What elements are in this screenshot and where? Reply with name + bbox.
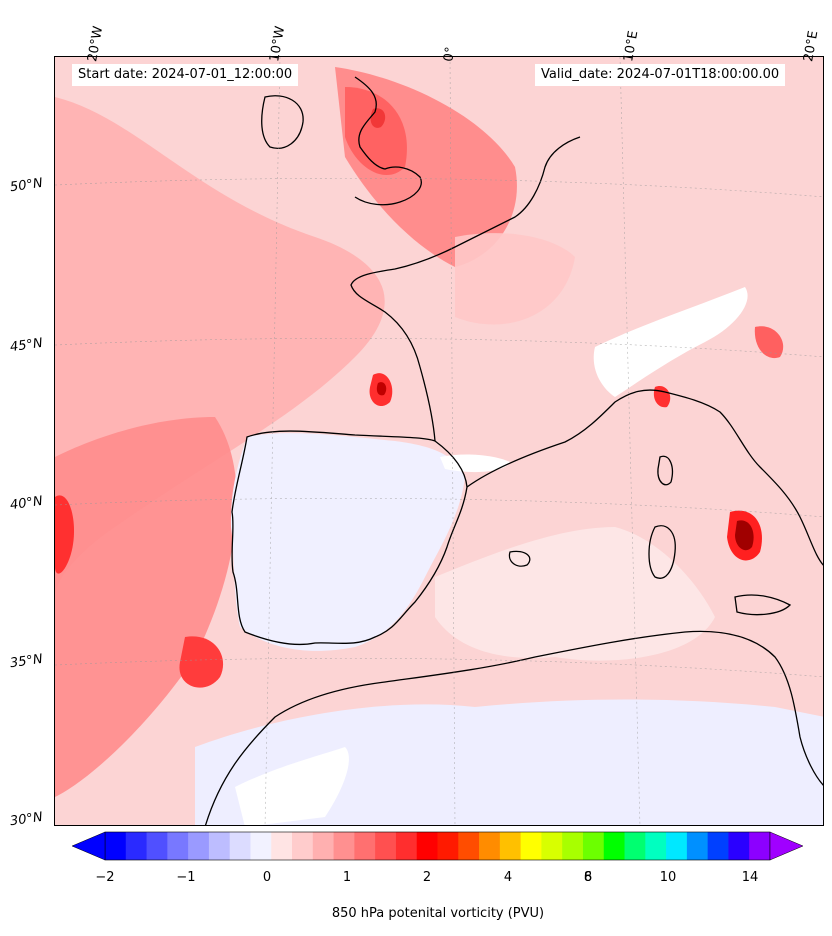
colorbar-segment bbox=[250, 832, 272, 860]
colorbar-segment bbox=[645, 832, 667, 860]
colorbar-segments bbox=[104, 831, 771, 861]
lat-label-35n: 35°N bbox=[9, 651, 44, 672]
coastline-ireland bbox=[261, 95, 304, 149]
coastline-iberia bbox=[231, 430, 468, 646]
iberia-low-pv bbox=[230, 433, 465, 651]
bay-of-biscay-core-center bbox=[376, 382, 387, 396]
graticule-lon-10w bbox=[264, 57, 281, 825]
coastline-uk bbox=[354, 76, 422, 206]
graticule-lon-0 bbox=[449, 57, 456, 825]
coastline-sicily bbox=[734, 594, 792, 616]
coastline-france bbox=[350, 136, 581, 442]
coastline-north-africa bbox=[204, 630, 823, 825]
colorbar-label: 850 hPa potenital vorticity (PVU) bbox=[331, 906, 545, 921]
colorbar-segment bbox=[728, 832, 750, 860]
colorbar-segment bbox=[229, 832, 251, 860]
colorbar-segment bbox=[312, 832, 335, 860]
colorbar-segment bbox=[354, 832, 376, 860]
mediterranean-low-pv bbox=[435, 527, 715, 661]
sahara-low-pv bbox=[195, 699, 823, 825]
colorbar-segment bbox=[125, 832, 148, 860]
graticule-lat-35 bbox=[55, 657, 823, 678]
colorbar-segment bbox=[666, 832, 688, 860]
pv-field-map bbox=[55, 57, 823, 825]
colorbar-segment bbox=[208, 832, 231, 860]
colorbar-segment bbox=[582, 832, 605, 860]
colorbar-segment bbox=[479, 832, 501, 860]
colorbar-segment bbox=[603, 832, 626, 860]
colorbar-tick-3: 1 bbox=[342, 870, 352, 885]
colorbar-segment bbox=[167, 832, 189, 860]
colorbar bbox=[71, 831, 804, 861]
central-europe-band bbox=[455, 233, 575, 325]
colorbar-segment bbox=[395, 832, 418, 860]
colorbar-segment bbox=[437, 832, 459, 860]
africa-white bbox=[235, 747, 349, 825]
colorbar-segment bbox=[541, 832, 563, 860]
colorbar-tick-8: 10 bbox=[659, 870, 677, 885]
graticule-lat-40 bbox=[55, 497, 823, 518]
lat-label-40n: 40°N bbox=[9, 493, 44, 514]
graticule-lon-10e bbox=[619, 57, 641, 825]
colorbar-segment bbox=[375, 832, 397, 860]
colorbar-tick-7: 8 bbox=[583, 870, 593, 885]
lat-label-45n: 45°N bbox=[9, 335, 44, 356]
colorbar-tick-1: −1 bbox=[176, 870, 196, 885]
colorbar-tick-6: 6 bbox=[583, 870, 593, 885]
start-date-label: Start date: 2024-07-01_12:00:00 bbox=[72, 64, 299, 86]
colorbar-tick-0: −2 bbox=[95, 870, 115, 885]
alps-white bbox=[593, 287, 748, 397]
coastline-mediterranean-france-italy bbox=[466, 389, 823, 566]
colorbar-segment bbox=[105, 832, 127, 860]
colorbar-segment bbox=[686, 832, 709, 860]
colorbar-segment bbox=[562, 832, 584, 860]
coastline-corsica bbox=[657, 455, 674, 486]
tyrrhenian-core-center bbox=[735, 520, 754, 551]
coastline-balearic bbox=[508, 550, 531, 567]
atlantic-pv-core bbox=[179, 636, 224, 688]
graticule bbox=[55, 57, 823, 825]
colorbar-segment bbox=[188, 832, 210, 860]
coastlines bbox=[204, 76, 823, 825]
adriatic-core bbox=[754, 326, 784, 359]
map-panel bbox=[54, 56, 824, 826]
lat-label-50n: 50°N bbox=[9, 175, 44, 196]
coastline-sardinia bbox=[648, 525, 676, 579]
colorbar-segment bbox=[707, 832, 729, 860]
colorbar-segment bbox=[333, 832, 355, 860]
colorbar-segment bbox=[749, 832, 771, 860]
colorbar-segment bbox=[624, 832, 646, 860]
graticule-lat-50 bbox=[55, 177, 823, 198]
colorbar-tick-4: 2 bbox=[422, 870, 432, 885]
colorbar-tick-5: 4 bbox=[503, 870, 513, 885]
colorbar-segment bbox=[271, 832, 293, 860]
pyrenees-white bbox=[440, 454, 510, 473]
colorbar-segment bbox=[146, 832, 168, 860]
colorbar-tick-9: 14 bbox=[741, 870, 759, 885]
ligurian-core bbox=[653, 386, 671, 408]
graticule-lat-45 bbox=[55, 337, 823, 358]
colorbar-segment bbox=[499, 832, 522, 860]
colorbar-under-arrow bbox=[71, 831, 106, 861]
uk-red-area bbox=[345, 87, 407, 176]
lon-label-0: 0° bbox=[441, 45, 459, 63]
colorbar-segment bbox=[458, 832, 480, 860]
atlantic-pv-band-strong bbox=[55, 417, 237, 797]
valid-date-label: Valid_date: 2024-07-01T18:00:00.00 bbox=[535, 64, 786, 86]
colorbar-segment bbox=[416, 832, 438, 860]
colorbar-segment bbox=[520, 832, 542, 860]
colorbar-segment bbox=[292, 832, 314, 860]
colorbar-tick-2: 0 bbox=[262, 870, 272, 885]
colorbar-over-arrow bbox=[769, 831, 804, 861]
western-atlantic-core bbox=[55, 495, 75, 574]
